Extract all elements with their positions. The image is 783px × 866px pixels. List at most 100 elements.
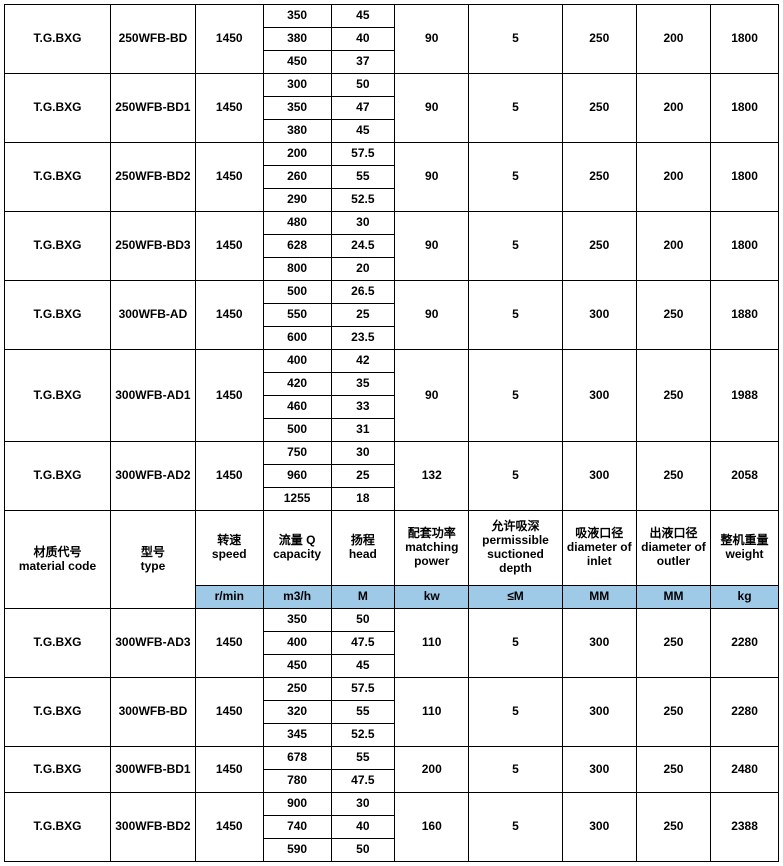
cell-outlet: 200 (636, 74, 710, 143)
cell-capacity: 350 (263, 5, 331, 28)
cell-head: 24.5 (331, 235, 395, 258)
table-header: 材质代号material code型号type转速speed流量 Qcapaci… (5, 511, 779, 586)
cell-capacity: 460 (263, 396, 331, 419)
cell-depth: 5 (469, 143, 562, 212)
cell-depth: 5 (469, 5, 562, 74)
hdr-weight: 整机重量weight (711, 511, 779, 586)
hdr-speed: 转速speed (195, 511, 263, 586)
cell-capacity: 400 (263, 632, 331, 655)
hdr-capacity: 流量 Qcapacity (263, 511, 331, 586)
cell-head: 40 (331, 816, 395, 839)
cell-material: T.G.BXG (5, 212, 111, 281)
cell-inlet: 250 (562, 74, 636, 143)
cell-inlet: 300 (562, 442, 636, 511)
cell-speed: 1450 (195, 747, 263, 793)
cell-head: 25 (331, 465, 395, 488)
cell-power: 132 (395, 442, 469, 511)
cell-head: 45 (331, 120, 395, 143)
cell-depth: 5 (469, 609, 562, 678)
cell-weight: 1800 (711, 212, 779, 281)
cell-head: 52.5 (331, 189, 395, 212)
cell-capacity: 500 (263, 281, 331, 304)
cell-material: T.G.BXG (5, 74, 111, 143)
cell-head: 20 (331, 258, 395, 281)
cell-outlet: 250 (636, 747, 710, 793)
table-row: T.G.BXG300WFB-AD145050026.59053002501880 (5, 281, 779, 304)
hdr-depth: 允许吸深permissible suctioned depth (469, 511, 562, 586)
cell-head: 52.5 (331, 724, 395, 747)
cell-weight: 2480 (711, 747, 779, 793)
cell-type: 300WFB-AD (111, 281, 196, 350)
spec-table: T.G.BXG250WFB-BD1450350459052502001800 38… (4, 4, 779, 862)
table-row: T.G.BXG300WFB-BD114506785520053002502480 (5, 747, 779, 770)
cell-head: 23.5 (331, 327, 395, 350)
cell-material: T.G.BXG (5, 609, 111, 678)
hdr-material: 材质代号material code (5, 511, 111, 609)
cell-speed: 1450 (195, 281, 263, 350)
cell-capacity: 290 (263, 189, 331, 212)
cell-inlet: 250 (562, 212, 636, 281)
cell-capacity: 450 (263, 51, 331, 74)
cell-weight: 1880 (711, 281, 779, 350)
table-row: T.G.BXG250WFB-BD1450350459052502001800 (5, 5, 779, 28)
cell-weight: 1800 (711, 143, 779, 212)
cell-power: 160 (395, 793, 469, 862)
cell-depth: 5 (469, 212, 562, 281)
unit-cell: kg (711, 586, 779, 609)
cell-speed: 1450 (195, 143, 263, 212)
table-row: T.G.BXG300WFB-AD314503505011053002502280 (5, 609, 779, 632)
cell-head: 33 (331, 396, 395, 419)
cell-outlet: 250 (636, 678, 710, 747)
cell-power: 110 (395, 609, 469, 678)
cell-capacity: 678 (263, 747, 331, 770)
hdr-outlet: 出液口径diameter of outler (636, 511, 710, 586)
cell-head: 45 (331, 655, 395, 678)
cell-power: 90 (395, 212, 469, 281)
cell-type: 300WFB-AD3 (111, 609, 196, 678)
cell-speed: 1450 (195, 609, 263, 678)
cell-capacity: 380 (263, 120, 331, 143)
cell-capacity: 350 (263, 609, 331, 632)
cell-head: 31 (331, 419, 395, 442)
cell-head: 57.5 (331, 143, 395, 166)
cell-speed: 1450 (195, 350, 263, 442)
cell-capacity: 800 (263, 258, 331, 281)
cell-capacity: 550 (263, 304, 331, 327)
cell-head: 45 (331, 5, 395, 28)
cell-capacity: 250 (263, 678, 331, 701)
table-row: T.G.BXG300WFB-AD11450400429053002501988 (5, 350, 779, 373)
cell-weight: 2058 (711, 442, 779, 511)
cell-inlet: 300 (562, 281, 636, 350)
cell-outlet: 250 (636, 281, 710, 350)
cell-weight: 2280 (711, 678, 779, 747)
cell-type: 250WFB-BD2 (111, 143, 196, 212)
cell-power: 90 (395, 281, 469, 350)
cell-speed: 1450 (195, 442, 263, 511)
cell-inlet: 300 (562, 678, 636, 747)
unit-cell: r/min (195, 586, 263, 609)
cell-capacity: 1255 (263, 488, 331, 511)
cell-power: 90 (395, 350, 469, 442)
cell-capacity: 900 (263, 793, 331, 816)
cell-head: 30 (331, 442, 395, 465)
cell-weight: 2388 (711, 793, 779, 862)
cell-capacity: 320 (263, 701, 331, 724)
cell-head: 30 (331, 793, 395, 816)
cell-power: 200 (395, 747, 469, 793)
cell-speed: 1450 (195, 74, 263, 143)
cell-power: 110 (395, 678, 469, 747)
cell-type: 300WFB-BD (111, 678, 196, 747)
cell-material: T.G.BXG (5, 678, 111, 747)
cell-outlet: 250 (636, 442, 710, 511)
hdr-head: 扬程head (331, 511, 395, 586)
cell-capacity: 420 (263, 373, 331, 396)
cell-head: 25 (331, 304, 395, 327)
cell-power: 90 (395, 5, 469, 74)
cell-outlet: 200 (636, 143, 710, 212)
cell-head: 57.5 (331, 678, 395, 701)
table-row: T.G.BXG250WFB-BD2145020057.5905250200180… (5, 143, 779, 166)
cell-type: 250WFB-BD3 (111, 212, 196, 281)
table-row: T.G.BXG300WFB-BD214509003016053002502388 (5, 793, 779, 816)
cell-inlet: 300 (562, 350, 636, 442)
cell-head: 47 (331, 97, 395, 120)
